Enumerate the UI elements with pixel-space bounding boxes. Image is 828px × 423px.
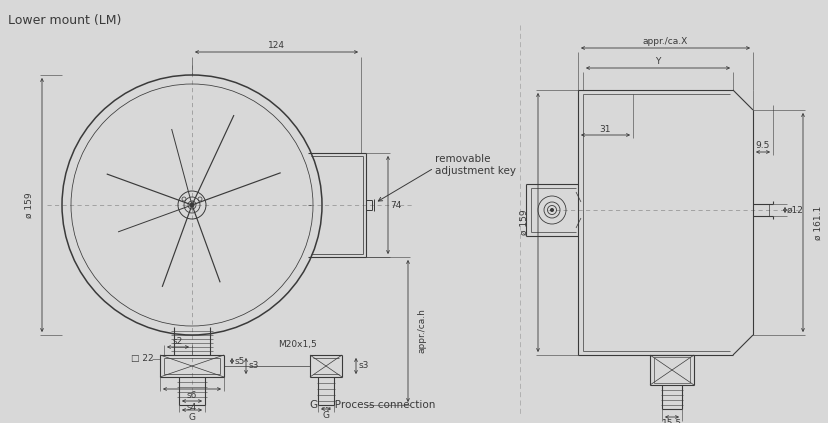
Text: s2: s2: [173, 337, 183, 346]
Text: G: G: [188, 412, 195, 421]
Text: G ... Process connection: G ... Process connection: [310, 400, 435, 410]
Text: M20x1,5: M20x1,5: [278, 341, 317, 349]
Text: 31: 31: [599, 124, 610, 134]
Text: Lower mount (LM): Lower mount (LM): [8, 14, 121, 27]
Text: s4: s4: [186, 404, 197, 412]
Text: s5: s5: [234, 357, 245, 365]
Text: □ 22: □ 22: [131, 354, 153, 363]
Text: 15.5: 15.5: [661, 420, 681, 423]
Text: G: G: [322, 412, 329, 420]
Text: 74: 74: [390, 201, 402, 209]
Text: ø12: ø12: [786, 206, 802, 214]
Text: ø 161.1: ø 161.1: [812, 206, 821, 239]
Text: appr./ca.h: appr./ca.h: [417, 308, 426, 354]
Text: s3: s3: [359, 362, 368, 371]
Text: ø 159: ø 159: [519, 210, 528, 235]
Circle shape: [190, 203, 195, 208]
Text: 9.5: 9.5: [755, 142, 769, 151]
Text: 124: 124: [267, 41, 285, 50]
Text: s6: s6: [186, 390, 197, 399]
Text: Y: Y: [654, 58, 660, 66]
Text: ø 159: ø 159: [25, 192, 33, 218]
Text: appr./ca.X: appr./ca.X: [642, 36, 687, 46]
Text: removable
adjustment key: removable adjustment key: [435, 154, 515, 176]
Text: s3: s3: [248, 362, 259, 371]
Circle shape: [549, 208, 553, 212]
